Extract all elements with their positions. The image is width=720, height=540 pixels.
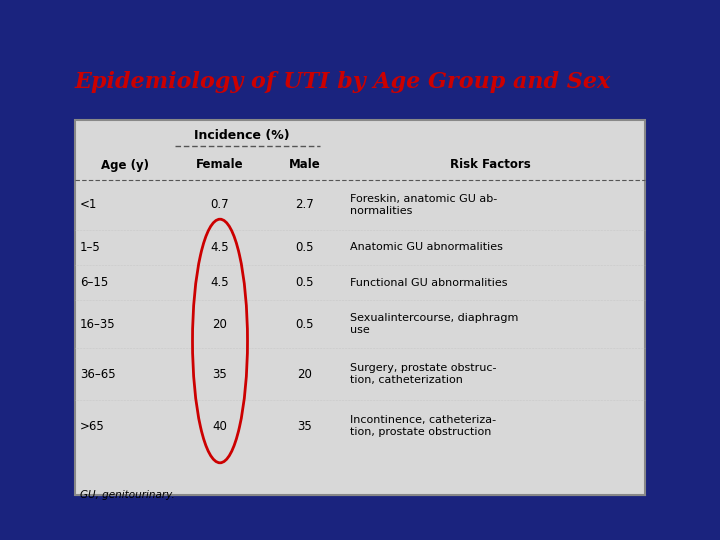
Text: Surgery, prostate obstruc-
tion, catheterization: Surgery, prostate obstruc- tion, cathete… — [350, 363, 497, 385]
Text: GU, genitourinary.: GU, genitourinary. — [80, 490, 175, 500]
Text: 36–65: 36–65 — [80, 368, 116, 381]
Text: 35: 35 — [212, 368, 228, 381]
Text: Foreskin, anatomic GU ab-
normalities: Foreskin, anatomic GU ab- normalities — [350, 194, 498, 216]
Text: 40: 40 — [212, 420, 228, 433]
Text: 0.5: 0.5 — [296, 241, 314, 254]
Text: 0.7: 0.7 — [211, 199, 229, 212]
Text: >65: >65 — [80, 420, 104, 433]
Text: 4.5: 4.5 — [211, 276, 229, 289]
Text: 2.7: 2.7 — [296, 199, 315, 212]
Text: Female: Female — [196, 159, 244, 172]
Text: Anatomic GU abnormalities: Anatomic GU abnormalities — [350, 242, 503, 253]
Text: 0.5: 0.5 — [296, 276, 314, 289]
Text: Age (y): Age (y) — [101, 159, 149, 172]
Text: 0.5: 0.5 — [296, 318, 314, 330]
Text: Sexualintercourse, diaphragm
use: Sexualintercourse, diaphragm use — [350, 313, 518, 335]
Text: Risk Factors: Risk Factors — [449, 159, 531, 172]
Text: Incidence (%): Incidence (%) — [194, 129, 290, 141]
Text: Functional GU abnormalities: Functional GU abnormalities — [350, 278, 508, 287]
Text: Incontinence, catheteriza-
tion, prostate obstruction: Incontinence, catheteriza- tion, prostat… — [350, 415, 496, 437]
Text: 20: 20 — [297, 368, 312, 381]
Text: 16–35: 16–35 — [80, 318, 116, 330]
Text: 20: 20 — [212, 318, 228, 330]
Text: Epidemiology of UTI by Age Group and Sex: Epidemiology of UTI by Age Group and Sex — [75, 71, 611, 93]
Text: 4.5: 4.5 — [211, 241, 229, 254]
Text: <1: <1 — [80, 199, 97, 212]
Text: 35: 35 — [297, 420, 312, 433]
Text: 6–15: 6–15 — [80, 276, 108, 289]
Text: Male: Male — [289, 159, 321, 172]
Text: 1–5: 1–5 — [80, 241, 101, 254]
